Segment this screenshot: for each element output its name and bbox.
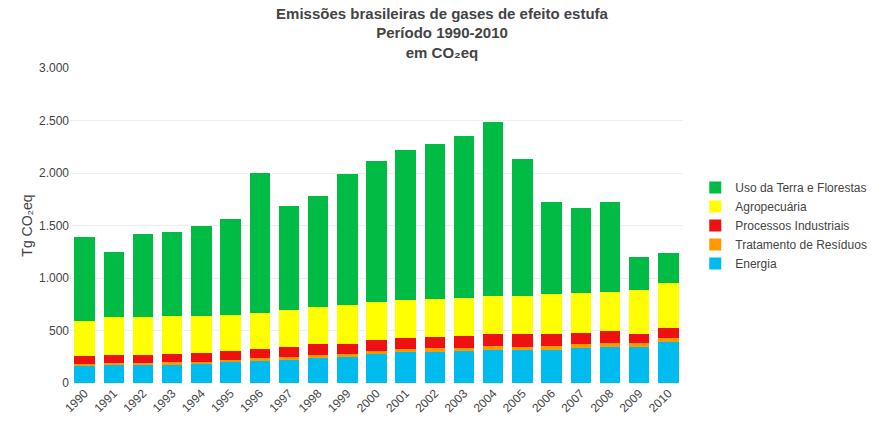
svg-text:2005: 2005 (500, 386, 529, 415)
svg-text:Tg CO₂eq: Tg CO₂eq (19, 194, 35, 256)
svg-text:1993: 1993 (150, 386, 179, 415)
svg-text:1999: 1999 (325, 386, 354, 415)
svg-text:0: 0 (62, 376, 69, 390)
svg-text:1991: 1991 (91, 386, 120, 415)
svg-text:1992: 1992 (121, 386, 150, 415)
svg-text:2002: 2002 (412, 386, 441, 415)
svg-text:Tratamento de Resíduos: Tratamento de Resíduos (735, 238, 867, 252)
svg-text:500: 500 (49, 324, 69, 338)
svg-text:1997: 1997 (267, 386, 296, 415)
svg-text:Uso da Terra e Florestas: Uso da Terra e Florestas (735, 181, 866, 195)
svg-text:2003: 2003 (442, 386, 471, 415)
svg-text:1995: 1995 (208, 386, 237, 415)
svg-text:2001: 2001 (383, 386, 412, 415)
svg-text:Energia: Energia (735, 257, 777, 271)
svg-text:Processos Industriais: Processos Industriais (735, 219, 849, 233)
svg-text:3.000: 3.000 (39, 61, 69, 75)
svg-text:2004: 2004 (471, 386, 500, 415)
svg-text:Agropecuária: Agropecuária (735, 200, 807, 214)
svg-text:1.500: 1.500 (39, 219, 69, 233)
svg-text:1.000: 1.000 (39, 271, 69, 285)
svg-text:2007: 2007 (558, 386, 587, 415)
svg-text:2008: 2008 (588, 386, 617, 415)
svg-text:Emissões brasileiras de gases: Emissões brasileiras de gases de efeito … (276, 5, 608, 61)
svg-text:1996: 1996 (237, 386, 266, 415)
svg-text:2006: 2006 (529, 386, 558, 415)
svg-text:1994: 1994 (179, 386, 208, 415)
svg-text:2000: 2000 (354, 386, 383, 415)
svg-text:2010: 2010 (646, 386, 675, 415)
svg-text:2.000: 2.000 (39, 166, 69, 180)
svg-text:1990: 1990 (62, 386, 91, 415)
svg-text:2.500: 2.500 (39, 114, 69, 128)
svg-text:1998: 1998 (296, 386, 325, 415)
svg-text:2009: 2009 (617, 386, 646, 415)
